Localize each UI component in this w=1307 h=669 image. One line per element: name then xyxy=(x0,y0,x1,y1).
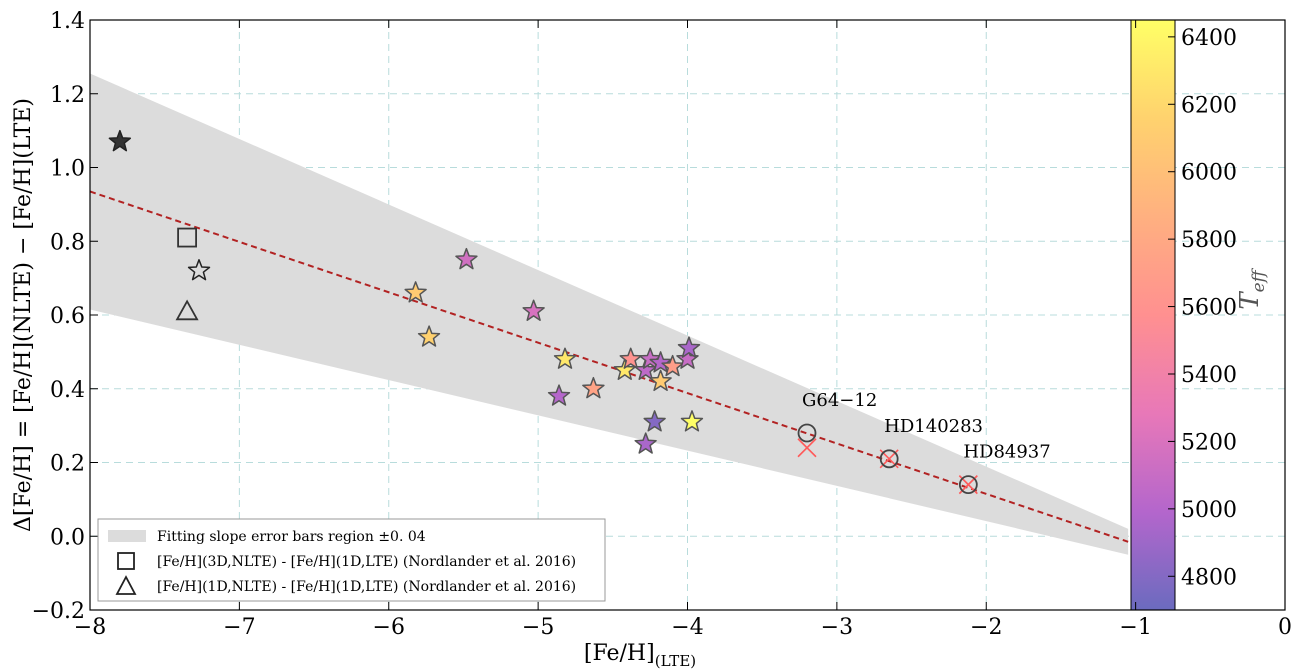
legend-band-swatch xyxy=(108,530,146,542)
fit-line-layer xyxy=(90,190,1129,543)
x-tick-label: −5 xyxy=(522,615,554,640)
colorbar-title: Teff xyxy=(1235,267,1269,309)
legend-entry-label: [Fe/H](1D,NLTE) - [Fe/H](1D,LTE) (Nordla… xyxy=(157,579,576,595)
open-square-marker xyxy=(177,227,197,248)
star-marker xyxy=(649,369,672,392)
star-marker xyxy=(582,376,605,399)
open-triangle-marker xyxy=(175,299,199,321)
star-marker xyxy=(187,259,211,281)
star-marker xyxy=(638,347,662,369)
x-tick-label: −8 xyxy=(74,615,106,640)
star-marker xyxy=(455,247,478,270)
colorbar-tick-label: 6000 xyxy=(1181,161,1237,186)
y-tick-label: 1.4 xyxy=(50,9,85,34)
star-marker xyxy=(661,354,684,377)
point-annotation: G64−12 xyxy=(802,390,877,411)
colorbar-title-sub: eff xyxy=(1249,267,1269,292)
x-axis-ticks: −8 −7 −6 −5 −4 −3 −2 −1 0 xyxy=(74,20,1292,640)
x-tick-label: −6 xyxy=(373,615,405,640)
colorbar-tick-label: 5600 xyxy=(1181,296,1237,321)
open-circle-marker xyxy=(879,449,899,469)
colorbar: 4800 5000 5200 5400 5600 5800 6000 6200 6400 Teff xyxy=(1130,19,1269,611)
marker-layer: G64−12 HD140283 HD84937 xyxy=(108,129,1051,495)
open-circle-marker xyxy=(958,475,978,495)
y-axis-ticks: −0.2 0.0 0.2 0.4 0.6 0.8 1.0 1.2 1.4 xyxy=(32,9,98,624)
x-tick-label: 0 xyxy=(1278,615,1292,640)
y-tick-label: 1.0 xyxy=(50,157,85,182)
open-circle-marker xyxy=(797,423,817,443)
y-tick-label: −0.2 xyxy=(32,599,85,624)
error-band-layer xyxy=(90,73,1129,555)
star-marker xyxy=(522,299,545,321)
x-tick-label: −3 xyxy=(821,615,853,640)
x-tick-label: −1 xyxy=(1119,615,1151,640)
star-marker xyxy=(619,347,642,369)
star-marker xyxy=(649,351,672,373)
legend-entry-label: [Fe/H](3D,NLTE) - [Fe/H](1D,LTE) (Nordla… xyxy=(157,554,576,570)
colorbar-tick-label: 5800 xyxy=(1181,228,1237,253)
star-marker xyxy=(108,129,132,152)
star-marker xyxy=(634,432,657,454)
colorbar-tick-label: 5000 xyxy=(1181,498,1237,523)
error-band xyxy=(90,73,1129,555)
y-tick-label: 0.0 xyxy=(50,525,85,550)
colorbar-title-main: T xyxy=(1235,291,1265,310)
legend: Fitting slope error bars region ±0. 04 [F… xyxy=(97,518,606,602)
star-marker xyxy=(404,281,427,303)
star-marker xyxy=(643,410,666,432)
star-marker xyxy=(547,384,571,406)
point-annotation: HD140283 xyxy=(884,416,983,437)
colorbar-tick-label: 6200 xyxy=(1181,93,1237,118)
y-tick-label: 0.2 xyxy=(50,452,85,477)
star-marker xyxy=(613,358,636,380)
colorbar-tick-label: 5400 xyxy=(1181,363,1237,388)
star-marker xyxy=(677,336,701,358)
x-tick-label: −7 xyxy=(223,615,255,640)
y-axis-title: Δ[Fe/H] = [Fe/H](NLTE) − [Fe/H](LTE) xyxy=(11,98,36,532)
colorbar-tick-label: 4800 xyxy=(1181,565,1237,590)
colorbar-gradient xyxy=(1130,19,1176,611)
y-tick-label: 0.6 xyxy=(50,304,85,329)
legend-triangle-swatch xyxy=(115,575,137,595)
colorbar-tick-label: 6400 xyxy=(1181,26,1237,51)
star-marker xyxy=(553,347,577,369)
x-tick-label: −2 xyxy=(970,615,1002,640)
y-tick-label: 0.4 xyxy=(50,378,85,403)
x-axis-title-main: [Fe/H] xyxy=(584,641,655,666)
x-axis-title: [Fe/H](LTE) xyxy=(584,641,696,669)
star-marker xyxy=(417,325,441,347)
star-marker xyxy=(680,410,704,432)
y-tick-label: 0.8 xyxy=(50,230,85,255)
x-tick-label: −4 xyxy=(671,615,703,640)
point-annotation: HD84937 xyxy=(963,442,1050,463)
fit-line xyxy=(90,190,1129,543)
y-tick-label: 1.2 xyxy=(50,83,85,108)
x-axis-title-sub: (LTE) xyxy=(655,652,696,669)
colorbar-tick-label: 5200 xyxy=(1181,430,1237,455)
legend-entry-label: Fitting slope error bars region ±0. 04 xyxy=(157,529,426,545)
legend-square-swatch xyxy=(117,552,135,570)
cross-marker xyxy=(797,438,817,458)
legend-box xyxy=(97,518,606,602)
